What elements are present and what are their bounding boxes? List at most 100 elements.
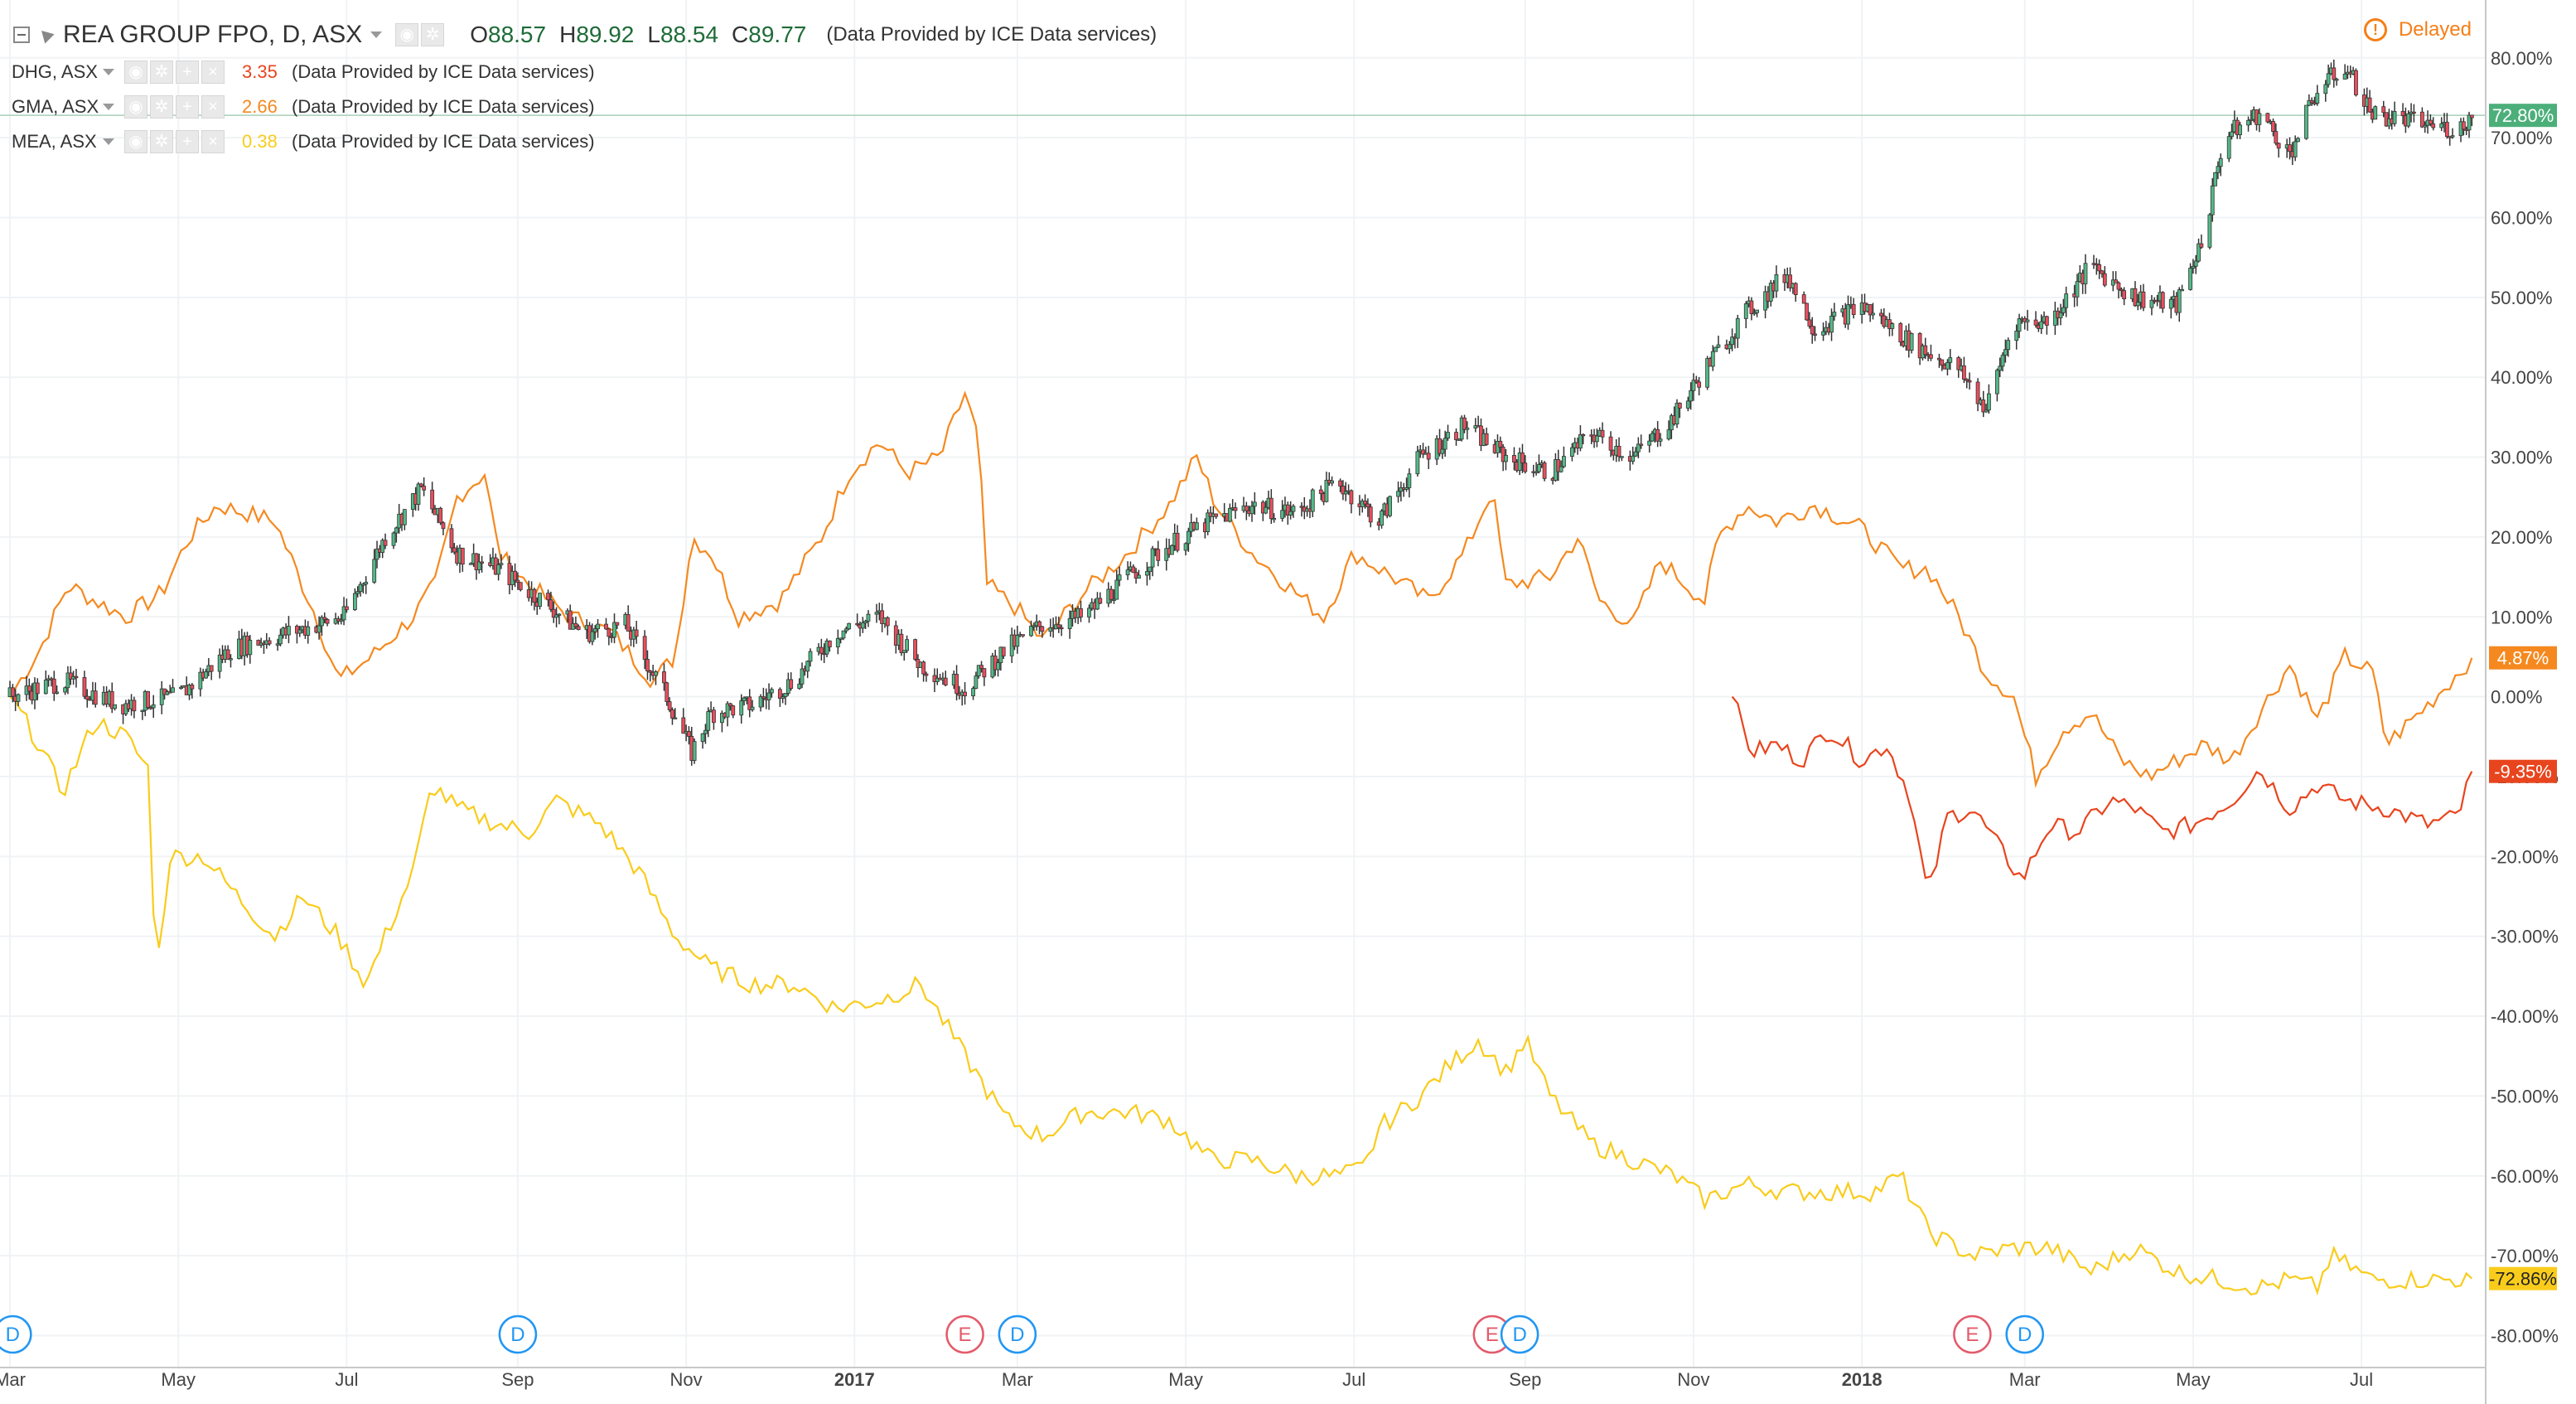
candle-body xyxy=(808,651,813,662)
candle-body xyxy=(2309,99,2314,104)
candle-body xyxy=(1879,312,1883,317)
candle-body xyxy=(2419,111,2424,128)
chevron-down-icon[interactable] xyxy=(370,31,383,38)
candle-body xyxy=(1388,496,1392,516)
candle-body xyxy=(1832,312,1837,317)
chevron-down-icon[interactable] xyxy=(103,104,114,110)
candle-body xyxy=(1244,506,1249,511)
candle-body xyxy=(1291,506,1296,512)
candle-body xyxy=(476,561,481,570)
candle-body xyxy=(2450,135,2455,138)
candle-body xyxy=(2373,106,2378,120)
candle-body xyxy=(855,622,860,626)
candle-body xyxy=(557,613,562,616)
candle-body xyxy=(2097,264,2102,272)
candle-body xyxy=(1984,409,1989,413)
compare-symbol[interactable]: MEA, ASX xyxy=(12,131,97,152)
candle-body xyxy=(1520,453,1525,464)
candle-body xyxy=(391,532,396,546)
compare-row-gma: GMA, ASX ◉ ✲ + × 2.66 (Data Provided by … xyxy=(12,90,1157,124)
candle-body xyxy=(681,717,686,734)
plus-icon[interactable]: + xyxy=(176,95,199,119)
candle-body xyxy=(1186,530,1191,545)
candle-body xyxy=(402,509,407,525)
candle-body xyxy=(654,671,658,676)
candle-body xyxy=(665,682,669,702)
eye-icon[interactable]: ◉ xyxy=(124,130,147,153)
candle-body xyxy=(1183,543,1188,551)
candle-body xyxy=(430,489,435,510)
candle-body xyxy=(2406,113,2411,127)
series-line-dhg xyxy=(1731,695,2473,881)
eye-icon[interactable]: ◉ xyxy=(395,23,419,46)
compare-symbol[interactable]: DHG, ASX xyxy=(12,61,98,82)
candle-body xyxy=(750,706,755,710)
candle-body xyxy=(113,704,117,709)
gear-icon[interactable]: ✲ xyxy=(150,95,173,119)
chevron-down-icon[interactable] xyxy=(103,138,114,145)
candle-body xyxy=(979,665,984,670)
candle-body xyxy=(2367,97,2372,113)
gear-icon[interactable]: ✲ xyxy=(421,23,445,46)
plus-icon[interactable]: + xyxy=(176,61,199,84)
candle-body xyxy=(1691,380,1696,391)
candle-body xyxy=(1813,333,1817,336)
candle-body xyxy=(976,665,981,676)
candle-body xyxy=(2061,307,2066,313)
chevron-down-icon[interactable] xyxy=(103,69,114,75)
candle-body xyxy=(2094,263,2099,266)
candle-body xyxy=(758,696,763,708)
candle-body xyxy=(1067,617,1072,629)
candle-body xyxy=(2288,144,2292,153)
candle-body xyxy=(761,696,766,699)
candle-body xyxy=(835,637,840,647)
gear-icon[interactable]: ✲ xyxy=(150,130,173,153)
open-value: 88.57 xyxy=(488,22,547,47)
collapse-icon[interactable] xyxy=(13,27,30,43)
compare-symbol[interactable]: GMA, ASX xyxy=(12,96,99,117)
y-tick-label: 60.00% xyxy=(2491,208,2553,229)
candle-body xyxy=(179,686,183,690)
candle-body xyxy=(2257,113,2262,125)
series-line-mea xyxy=(9,695,2473,1296)
candle-body xyxy=(93,690,98,705)
candle-body xyxy=(982,668,987,678)
delayed-indicator[interactable]: ! Delayed xyxy=(2363,18,2472,41)
main-symbol-title[interactable]: REA GROUP FPO, D, ASX xyxy=(63,21,363,48)
candle-body xyxy=(2400,110,2405,117)
candle-body xyxy=(1743,303,1748,319)
close-icon[interactable]: × xyxy=(201,130,225,153)
candle-body xyxy=(1755,309,1759,313)
candle-body xyxy=(1343,491,1348,495)
close-icon[interactable]: × xyxy=(201,61,225,84)
candle-body xyxy=(1457,438,1462,441)
candle-body xyxy=(1890,323,1895,329)
candle-body xyxy=(687,731,691,737)
gear-icon[interactable]: ✲ xyxy=(150,61,173,84)
last-value-labels: 72.80% 4.87% -9.35% -72.86% xyxy=(2489,104,2557,1290)
candle-body xyxy=(74,675,79,679)
x-tick-label: Jul xyxy=(2350,1369,2373,1390)
compare-value: 3.35 xyxy=(242,61,278,82)
candle-body xyxy=(2381,106,2386,114)
candle-body xyxy=(287,626,291,636)
candle-body xyxy=(913,639,918,660)
candle-body xyxy=(1310,489,1315,512)
x-tick-label: Mar xyxy=(0,1369,26,1390)
candle-body xyxy=(2188,268,2192,290)
candle-body xyxy=(171,687,175,693)
candle-body xyxy=(1015,635,1020,647)
candle-body xyxy=(955,674,959,695)
y-tick-label: -20.00% xyxy=(2491,846,2559,867)
candle-body xyxy=(766,692,771,700)
candle-body xyxy=(2064,293,2069,308)
eye-icon[interactable]: ◉ xyxy=(124,61,147,84)
plus-icon[interactable]: + xyxy=(176,130,199,153)
close-icon[interactable]: × xyxy=(201,95,225,119)
candle-body xyxy=(1145,571,1149,576)
candle-body xyxy=(2116,282,2121,290)
candle-body xyxy=(1368,506,1373,523)
eye-icon[interactable]: ◉ xyxy=(124,95,147,119)
